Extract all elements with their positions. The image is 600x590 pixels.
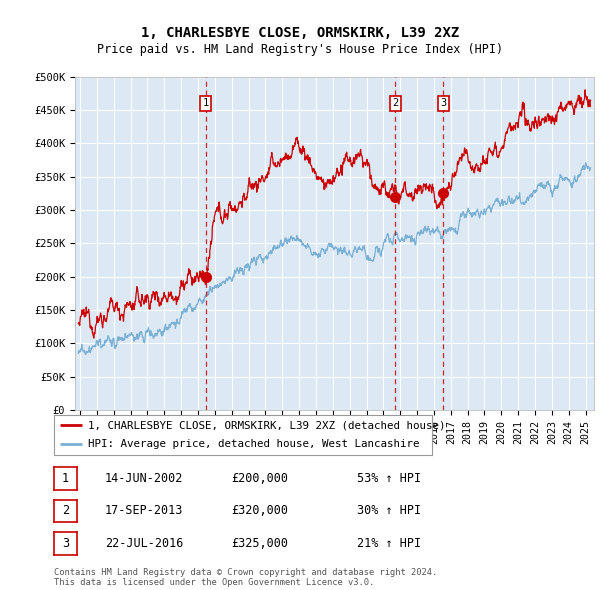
Text: 53% ↑ HPI: 53% ↑ HPI [357,472,421,485]
Text: £325,000: £325,000 [231,537,288,550]
Text: 3: 3 [62,537,69,550]
Text: 21% ↑ HPI: 21% ↑ HPI [357,537,421,550]
Text: £200,000: £200,000 [231,472,288,485]
Text: 22-JUL-2016: 22-JUL-2016 [105,537,184,550]
Text: £320,000: £320,000 [231,504,288,517]
Text: 3: 3 [440,99,446,109]
Text: 17-SEP-2013: 17-SEP-2013 [105,504,184,517]
Text: HPI: Average price, detached house, West Lancashire: HPI: Average price, detached house, West… [88,439,419,449]
Text: 1, CHARLESBYE CLOSE, ORMSKIRK, L39 2XZ: 1, CHARLESBYE CLOSE, ORMSKIRK, L39 2XZ [141,26,459,40]
Text: 30% ↑ HPI: 30% ↑ HPI [357,504,421,517]
Text: 2: 2 [62,504,69,517]
Text: Contains HM Land Registry data © Crown copyright and database right 2024.
This d: Contains HM Land Registry data © Crown c… [54,568,437,587]
Text: 14-JUN-2002: 14-JUN-2002 [105,472,184,485]
Text: 1: 1 [203,99,209,109]
Text: Price paid vs. HM Land Registry's House Price Index (HPI): Price paid vs. HM Land Registry's House … [97,43,503,56]
Text: 2: 2 [392,99,398,109]
Text: 1, CHARLESBYE CLOSE, ORMSKIRK, L39 2XZ (detached house): 1, CHARLESBYE CLOSE, ORMSKIRK, L39 2XZ (… [88,421,446,430]
Text: 1: 1 [62,472,69,485]
